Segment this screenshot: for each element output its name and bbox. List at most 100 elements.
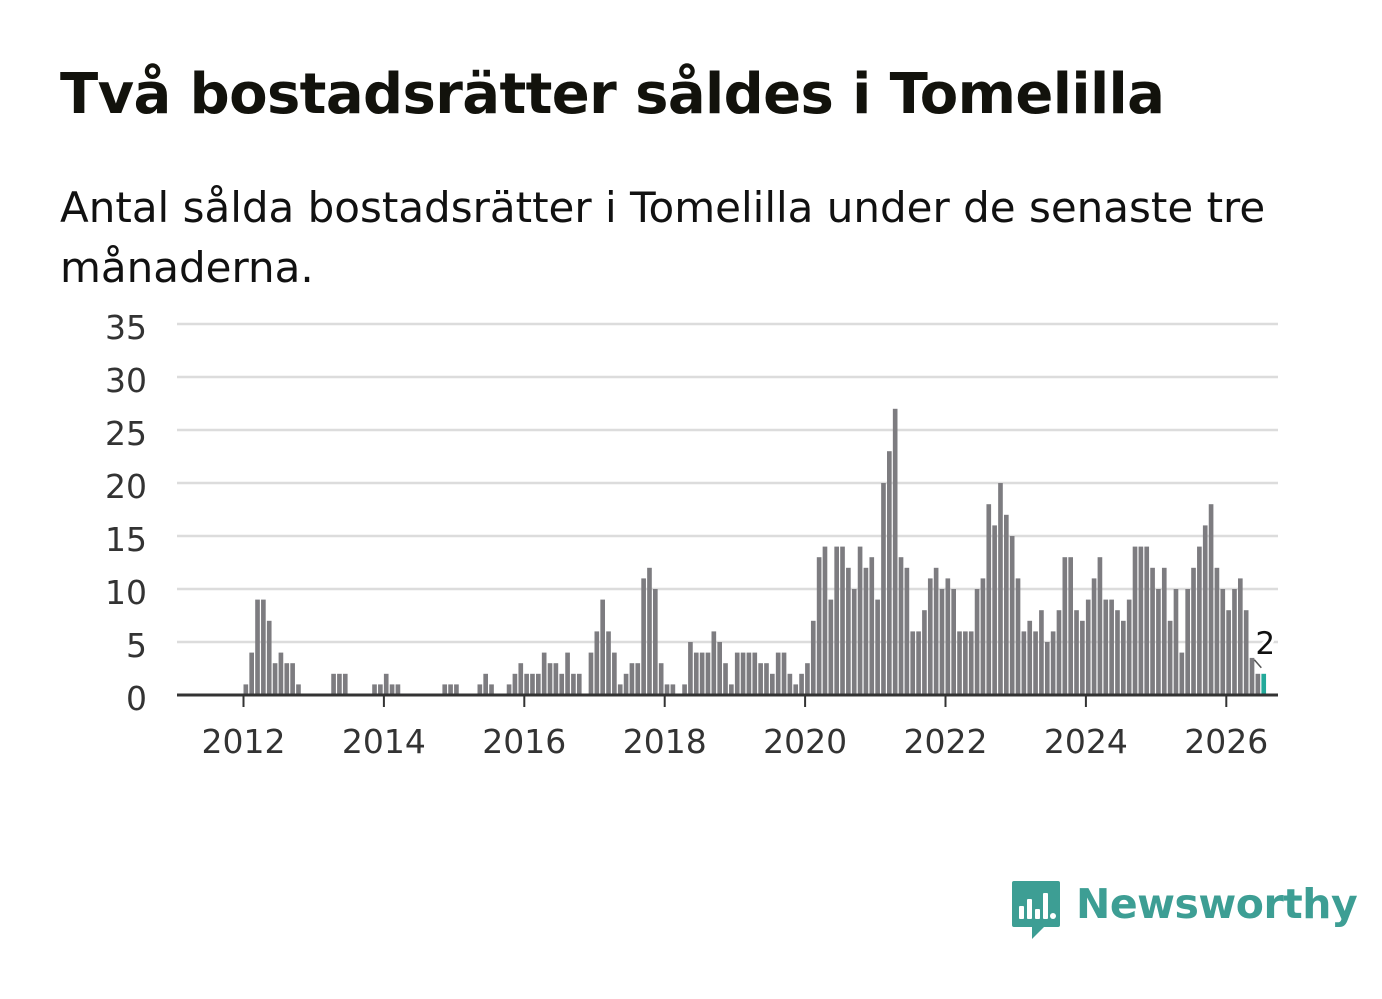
- bar: [1062, 557, 1068, 695]
- bar: [653, 589, 658, 695]
- labels: 0 5 10 15 20 25 30 35 2012 2014 2016 2018 2020 2022 20…: [105, 308, 1278, 761]
- bar: [606, 631, 611, 695]
- bar: [723, 663, 728, 695]
- bar: [266, 620, 272, 695]
- bar: [892, 408, 898, 695]
- bar: [951, 589, 956, 695]
- bar: [799, 673, 804, 695]
- x-tick-label: 2024: [1044, 722, 1128, 761]
- bar: [922, 610, 927, 695]
- bar: [483, 673, 488, 695]
- bar: [775, 652, 781, 695]
- bar: [705, 652, 711, 695]
- y-tick-label: 0: [126, 679, 147, 718]
- bar: [1091, 578, 1097, 695]
- bar: [617, 684, 623, 695]
- axes: [177, 693, 1278, 707]
- bar: [875, 599, 880, 695]
- bar: [1238, 578, 1243, 695]
- bar: [1074, 610, 1079, 695]
- bar: [1126, 599, 1132, 695]
- bar: [986, 504, 992, 695]
- bar: [682, 684, 687, 695]
- bar: [1033, 631, 1038, 695]
- bar: [974, 589, 980, 695]
- bar: [1208, 504, 1214, 695]
- bar: [278, 652, 284, 695]
- bar: [1015, 578, 1021, 695]
- x-tick-label: 2016: [482, 722, 566, 761]
- bar: [255, 599, 260, 695]
- y-tick-label: 10: [105, 573, 147, 612]
- bar: [764, 663, 769, 695]
- bar: [1050, 631, 1056, 695]
- bar: [576, 673, 582, 695]
- bar: [881, 483, 886, 695]
- bar: [1056, 610, 1062, 695]
- bar: [752, 652, 758, 695]
- bar: [1161, 567, 1167, 695]
- bar: [957, 631, 962, 695]
- bar: [600, 599, 605, 695]
- bar: [1138, 546, 1144, 695]
- bar: [805, 663, 810, 695]
- bar: [296, 684, 301, 695]
- bar: [1249, 657, 1255, 695]
- x-tick-label: 2020: [763, 722, 847, 761]
- bar: [746, 652, 752, 695]
- bar: [284, 663, 290, 695]
- chart-subtitle: Antal sålda bostadsrätter i Tomelilla un…: [60, 183, 1266, 292]
- bar: [822, 546, 828, 695]
- bar: [904, 567, 910, 695]
- bar: [1185, 589, 1190, 695]
- bar: [1173, 589, 1179, 695]
- bar: [249, 652, 254, 695]
- bar-highlight: [1261, 673, 1267, 695]
- bar: [1097, 557, 1103, 695]
- bar: [963, 631, 968, 695]
- bar: [1179, 652, 1185, 695]
- bar: [1027, 620, 1033, 695]
- bar: [787, 673, 793, 695]
- y-tick-label: 30: [105, 361, 147, 400]
- bar: [565, 652, 570, 695]
- bar: [898, 557, 904, 695]
- bar: [331, 673, 336, 695]
- y-tick-label: 20: [105, 467, 147, 506]
- bar: [1220, 589, 1226, 695]
- bar: [664, 684, 670, 695]
- bar: [1197, 546, 1202, 695]
- newsworthy-logo: Newsworthy: [1010, 878, 1358, 942]
- y-tick-label: 5: [126, 626, 147, 665]
- bar: [1080, 620, 1085, 695]
- bar: [1150, 567, 1155, 695]
- bar: [670, 684, 676, 695]
- bar: [395, 684, 401, 695]
- bar: [378, 684, 383, 695]
- bar: [968, 631, 974, 695]
- bar: [454, 684, 459, 695]
- bar: [1156, 589, 1161, 695]
- bar: [1202, 525, 1208, 695]
- bars: [243, 408, 1267, 695]
- bar: [1144, 546, 1150, 695]
- bar: [1243, 610, 1249, 695]
- bar: [1068, 557, 1073, 695]
- bar: [290, 663, 295, 695]
- bar: [998, 483, 1003, 695]
- bar: [1226, 610, 1231, 695]
- bar: [272, 663, 278, 695]
- bar: [448, 684, 453, 695]
- bar: [1255, 673, 1261, 695]
- bar: [840, 546, 845, 695]
- bar: [1232, 589, 1237, 695]
- bar: [992, 525, 997, 695]
- x-tick-label: 2026: [1184, 722, 1268, 761]
- bar: [372, 684, 377, 695]
- bar: [1009, 536, 1015, 695]
- y-tick-label: 35: [105, 308, 147, 347]
- bar: [1039, 610, 1044, 695]
- bar: [758, 663, 763, 695]
- bar: [524, 673, 529, 695]
- bar: [711, 631, 717, 695]
